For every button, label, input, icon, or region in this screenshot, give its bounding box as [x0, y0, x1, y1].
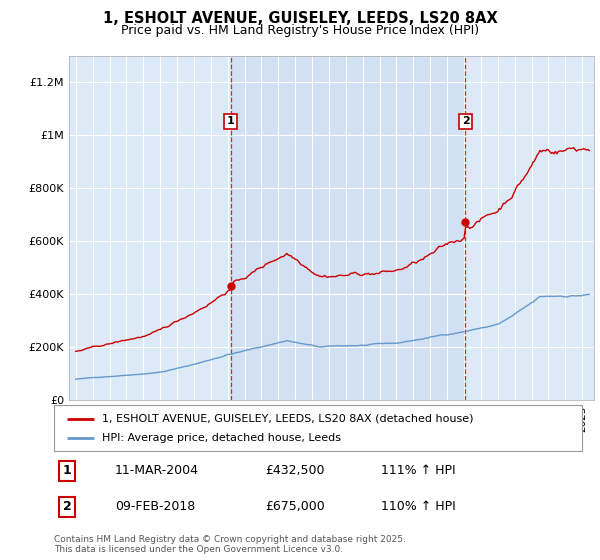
Text: HPI: Average price, detached house, Leeds: HPI: Average price, detached house, Leed…	[101, 433, 341, 443]
Text: 111% ↑ HPI: 111% ↑ HPI	[382, 464, 456, 478]
Bar	[230, 56, 466, 400]
Text: 11-MAR-2004: 11-MAR-2004	[115, 464, 199, 478]
Text: 09-FEB-2018: 09-FEB-2018	[115, 500, 195, 513]
Text: 1: 1	[227, 116, 235, 127]
Text: 2: 2	[462, 116, 470, 127]
Text: Price paid vs. HM Land Registry's House Price Index (HPI): Price paid vs. HM Land Registry's House …	[121, 24, 479, 36]
Text: 1, ESHOLT AVENUE, GUISELEY, LEEDS, LS20 8AX: 1, ESHOLT AVENUE, GUISELEY, LEEDS, LS20 …	[103, 11, 497, 26]
Text: 110% ↑ HPI: 110% ↑ HPI	[382, 500, 456, 513]
Text: Contains HM Land Registry data © Crown copyright and database right 2025.
This d: Contains HM Land Registry data © Crown c…	[54, 535, 406, 554]
Text: £675,000: £675,000	[265, 500, 325, 513]
Text: 2: 2	[63, 500, 71, 513]
Text: 1: 1	[63, 464, 71, 478]
Text: 1, ESHOLT AVENUE, GUISELEY, LEEDS, LS20 8AX (detached house): 1, ESHOLT AVENUE, GUISELEY, LEEDS, LS20 …	[101, 414, 473, 424]
FancyBboxPatch shape	[54, 405, 582, 451]
Text: £432,500: £432,500	[265, 464, 325, 478]
